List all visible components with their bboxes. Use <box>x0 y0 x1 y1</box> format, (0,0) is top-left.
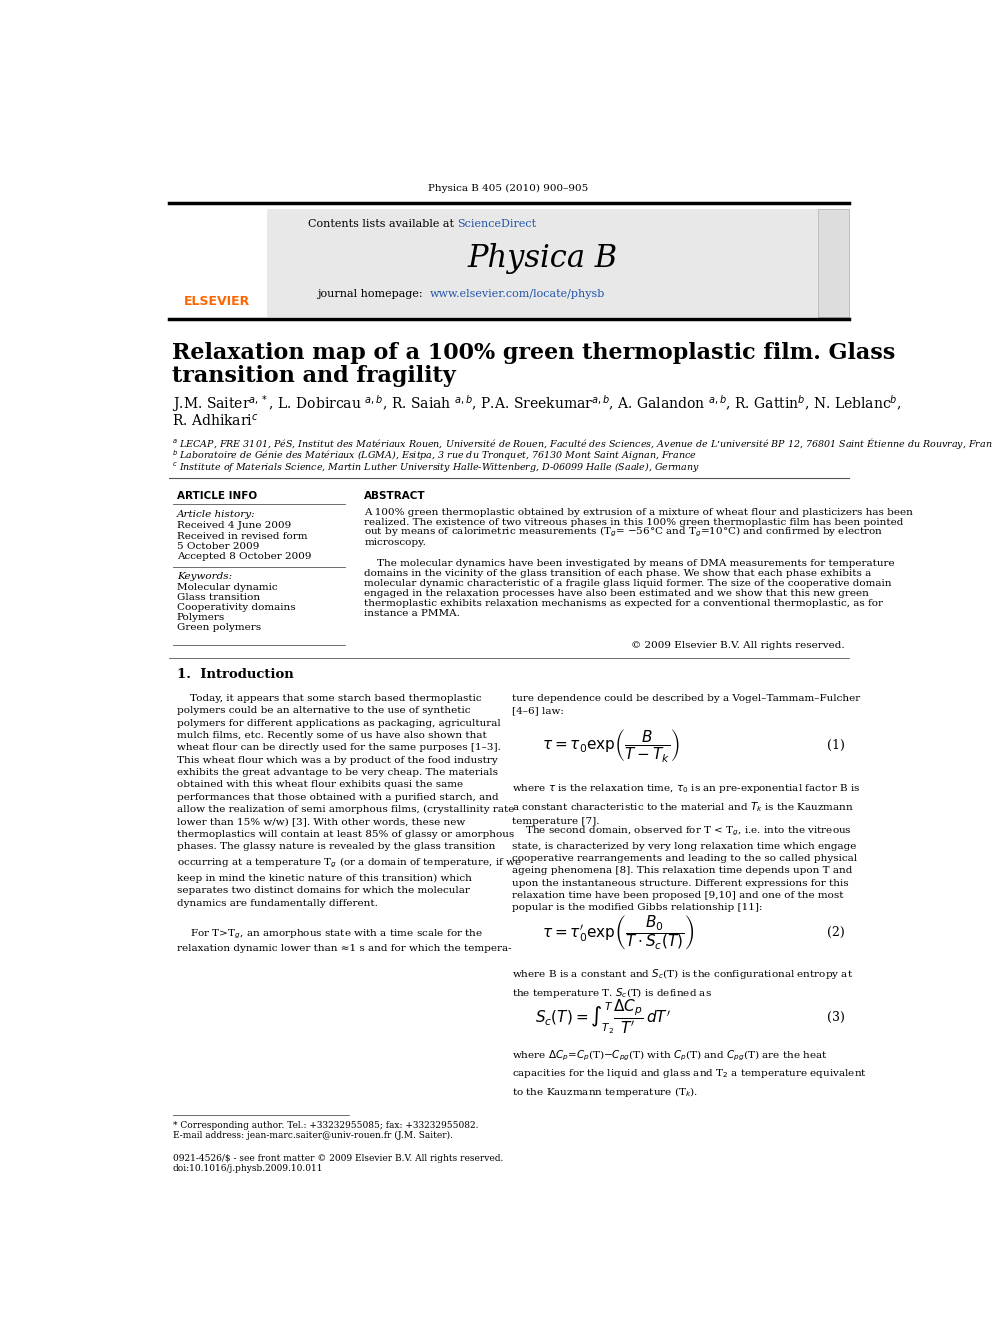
Text: instance a PMMA.: instance a PMMA. <box>364 609 460 618</box>
FancyBboxPatch shape <box>169 209 268 316</box>
FancyBboxPatch shape <box>268 209 817 316</box>
Text: thermoplastic exhibits relaxation mechanisms as expected for a conventional ther: thermoplastic exhibits relaxation mechan… <box>364 598 883 607</box>
Text: For T>T$_g$, an amorphous state with a time scale for the
relaxation dynamic low: For T>T$_g$, an amorphous state with a t… <box>177 927 511 953</box>
Text: molecular dynamic characteristic of a fragile glass liquid former. The size of t: molecular dynamic characteristic of a fr… <box>364 578 892 587</box>
Text: engaged in the relaxation processes have also been estimated and we show that th: engaged in the relaxation processes have… <box>364 589 869 598</box>
Text: Cooperativity domains: Cooperativity domains <box>177 603 296 613</box>
Text: doi:10.1016/j.physb.2009.10.011: doi:10.1016/j.physb.2009.10.011 <box>173 1164 323 1172</box>
Text: J.M. Saiter$^{a,*}$, L. Dobircau $^{a,b}$, R. Saiah $^{a,b}$, P.A. Sreekumar$^{a: J.M. Saiter$^{a,*}$, L. Dobircau $^{a,b}… <box>172 393 902 414</box>
Text: where $\tau$ is the relaxation time, $\tau_0$ is an pre-exponential factor B is
: where $\tau$ is the relaxation time, $\t… <box>512 782 860 827</box>
Text: (3): (3) <box>827 1011 845 1024</box>
Text: realized. The existence of two vitreous phases in this 100% green thermoplastic : realized. The existence of two vitreous … <box>364 517 904 527</box>
Text: www.elsevier.com/locate/physb: www.elsevier.com/locate/physb <box>431 288 605 299</box>
Text: (2): (2) <box>827 926 845 939</box>
Text: transition and fragility: transition and fragility <box>172 365 455 386</box>
Text: 5 October 2009: 5 October 2009 <box>177 541 259 550</box>
Text: (1): (1) <box>827 740 845 751</box>
Text: $^a$ LECAP, FRE 3101, PéS, Institut des Matériaux Rouen, Université de Rouen, Fa: $^a$ LECAP, FRE 3101, PéS, Institut des … <box>172 437 992 451</box>
Text: ELSEVIER: ELSEVIER <box>184 295 250 308</box>
Text: 0921-4526/$ - see front matter © 2009 Elsevier B.V. All rights reserved.: 0921-4526/$ - see front matter © 2009 El… <box>173 1154 503 1163</box>
Text: Glass transition: Glass transition <box>177 593 260 602</box>
Text: where B is a constant and $S_c$(T) is the configurational entropy at
the tempera: where B is a constant and $S_c$(T) is th… <box>512 967 853 1000</box>
Text: Accepted 8 October 2009: Accepted 8 October 2009 <box>177 552 311 561</box>
Text: microscopy.: microscopy. <box>364 537 427 546</box>
Text: * Corresponding author. Tel.: +33232955085; fax: +33232955082.: * Corresponding author. Tel.: +332329550… <box>173 1122 478 1130</box>
Text: Molecular dynamic: Molecular dynamic <box>177 583 278 593</box>
Text: where $\Delta C_p$=$C_p$(T)$-C_{pg}$(T) with $C_p$(T) and $C_{pg}$(T) are the he: where $\Delta C_p$=$C_p$(T)$-C_{pg}$(T) … <box>512 1048 866 1098</box>
Text: Today, it appears that some starch based thermoplastic
polymers could be an alte: Today, it appears that some starch based… <box>177 693 522 908</box>
Text: Received 4 June 2009: Received 4 June 2009 <box>177 521 291 529</box>
Text: out by means of calorimetric measurements (T$_g$= −56°C and T$_g$=10°C) and conf: out by means of calorimetric measurement… <box>364 525 884 540</box>
Text: $^c$ Institute of Materials Science, Martin Luther University Halle-Wittenberg, : $^c$ Institute of Materials Science, Mar… <box>172 460 700 474</box>
Text: R. Adhikari$^{c}$: R. Adhikari$^{c}$ <box>172 413 259 429</box>
Text: Article history:: Article history: <box>177 509 255 519</box>
Text: © 2009 Elsevier B.V. All rights reserved.: © 2009 Elsevier B.V. All rights reserved… <box>631 640 845 650</box>
Text: 1.  Introduction: 1. Introduction <box>177 668 294 681</box>
Text: $\tau = \tau_0 \exp\!\left(\dfrac{B}{T - T_k}\right)$: $\tau = \tau_0 \exp\!\left(\dfrac{B}{T -… <box>543 728 680 763</box>
Text: $^b$ Laboratoire de Génie des Matériaux (LGMA), Esitpa, 3 rue du Tronquet, 76130: $^b$ Laboratoire de Génie des Matériaux … <box>172 448 696 463</box>
Text: The second domain, observed for T < T$_g$, i.e. into the vitreous
state, is char: The second domain, observed for T < T$_g… <box>512 824 857 913</box>
Text: Polymers: Polymers <box>177 613 225 622</box>
Text: The molecular dynamics have been investigated by means of DMA measurements for t: The molecular dynamics have been investi… <box>364 558 895 568</box>
Text: $S_c(T) = \int_{T_2}^{T} \dfrac{\Delta C_p}{T'}\, dT'$: $S_c(T) = \int_{T_2}^{T} \dfrac{\Delta C… <box>535 999 671 1036</box>
Text: journal homepage:: journal homepage: <box>317 288 427 299</box>
Text: Received in revised form: Received in revised form <box>177 532 308 541</box>
Text: A 100% green thermoplastic obtained by extrusion of a mixture of wheat flour and: A 100% green thermoplastic obtained by e… <box>364 508 913 517</box>
Text: Green polymers: Green polymers <box>177 623 261 632</box>
Text: ture dependence could be described by a Vogel–Tammam–Fulcher
[4–6] law:: ture dependence could be described by a … <box>512 693 860 716</box>
Text: Physica B: Physica B <box>467 243 618 274</box>
Text: $\tau = \tau_0' \exp\!\left(\dfrac{B_0}{T \cdot S_c(T)}\right)$: $\tau = \tau_0' \exp\!\left(\dfrac{B_0}{… <box>543 913 694 951</box>
Text: Keywords:: Keywords: <box>177 573 232 581</box>
Text: E-mail address: jean-marc.saiter@univ-rouen.fr (J.M. Saiter).: E-mail address: jean-marc.saiter@univ-ro… <box>173 1131 452 1140</box>
Text: Physica B 405 (2010) 900–905: Physica B 405 (2010) 900–905 <box>429 184 588 193</box>
Text: Relaxation map of a 100% green thermoplastic film. Glass: Relaxation map of a 100% green thermopla… <box>172 341 896 364</box>
Text: ABSTRACT: ABSTRACT <box>364 491 426 501</box>
Text: domains in the vicinity of the glass transition of each phase. We show that each: domains in the vicinity of the glass tra… <box>364 569 872 578</box>
FancyBboxPatch shape <box>817 209 848 316</box>
Text: ARTICLE INFO: ARTICLE INFO <box>177 491 257 501</box>
Text: ScienceDirect: ScienceDirect <box>457 220 537 229</box>
Text: Contents lists available at: Contents lists available at <box>308 220 457 229</box>
